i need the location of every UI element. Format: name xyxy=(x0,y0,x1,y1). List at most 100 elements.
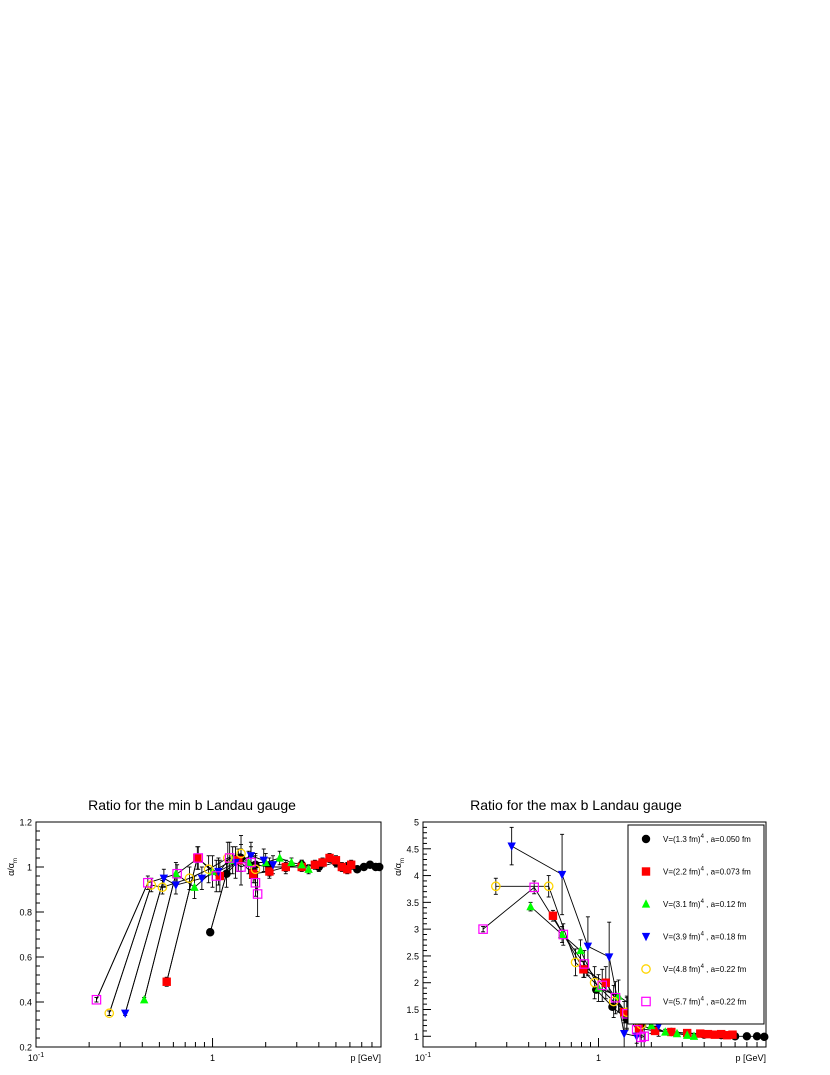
left-chart-title: Ratio for the min b Landau gauge xyxy=(88,797,296,813)
legend-marker-1 xyxy=(641,834,651,844)
left-series-4-point xyxy=(171,881,181,890)
right-series-2-point xyxy=(667,1027,676,1037)
right-series-6-point xyxy=(579,959,590,969)
left-series-5-point xyxy=(146,880,157,890)
right-series-2-point xyxy=(716,1029,726,1039)
right-x-tick-label: 10-1 xyxy=(415,1052,431,1063)
left-series-2-point xyxy=(331,856,341,865)
left-y-tick-label: 1.2 xyxy=(19,818,32,828)
left-series-3-point xyxy=(275,853,284,862)
right-series-2-point xyxy=(728,1030,737,1039)
right-series-4-point xyxy=(557,870,567,880)
left-series-6-point xyxy=(246,857,256,868)
legend-marker-5 xyxy=(641,964,651,974)
right-series-2-point xyxy=(579,965,588,974)
right-series-4-point xyxy=(619,1030,629,1039)
right-series-2-point xyxy=(548,911,558,920)
right-series-6-point xyxy=(610,992,621,1003)
right-y-tick-label: 2.5 xyxy=(406,951,419,961)
right-series-2-point xyxy=(696,1029,705,1038)
left-series-2-point xyxy=(337,862,347,872)
left-series-2-point xyxy=(346,860,356,869)
right-y-tick-label: 5 xyxy=(414,818,419,828)
left-series-3-point xyxy=(297,859,306,869)
left-y-tick-label: 0.8 xyxy=(19,908,32,918)
left-series-6-point xyxy=(193,853,204,863)
legend-box xyxy=(627,824,765,1025)
right-y-tick-label: 4 xyxy=(414,871,419,881)
right-series-6-point xyxy=(478,924,488,934)
left-series-6-point xyxy=(224,853,235,863)
left-x-axis-label: p [GeV] xyxy=(350,1053,381,1063)
right-series-3-point xyxy=(672,1028,682,1038)
right-series-6-point xyxy=(597,980,608,991)
left-series-3-point xyxy=(190,882,199,891)
left-x-tick-label: 1 xyxy=(210,1053,215,1063)
legend-marker-4 xyxy=(641,932,651,942)
right-series-1-point xyxy=(742,1032,752,1041)
right-chart-title: Ratio for the max b Landau gauge xyxy=(470,797,682,813)
left-series-3-point xyxy=(304,864,313,873)
left-series-4-point xyxy=(197,874,207,884)
left-series-2-point xyxy=(281,862,290,872)
left-series-6-point xyxy=(250,877,261,888)
right-series-2-point xyxy=(710,1030,720,1039)
left-series-2-point xyxy=(193,853,202,863)
left-y-tick-label: 0.2 xyxy=(19,1043,32,1053)
right-series-5-point xyxy=(589,977,600,988)
legend-label-6: V=(5.7 fm)4 , a=0.22 fm xyxy=(663,997,747,1007)
right-series-3-point xyxy=(557,929,567,939)
left-y-tick-label: 0.6 xyxy=(19,953,32,963)
legend-marker-2 xyxy=(641,867,651,876)
left-series-5-point xyxy=(203,864,214,875)
left-series-3-point xyxy=(287,857,296,867)
right-series-3-point xyxy=(576,945,585,955)
right-y-tick-label: 4.5 xyxy=(406,844,419,854)
right-series-3-point xyxy=(689,1031,699,1040)
left-series-6-point xyxy=(143,877,153,888)
left-series-6-point xyxy=(236,862,246,872)
left-series-5-point xyxy=(104,1008,115,1019)
left-y-tick-label: 1 xyxy=(27,863,32,873)
left-series-1-point xyxy=(206,928,215,937)
right-y-tick-label: 2 xyxy=(414,978,419,988)
right-series-6-point xyxy=(529,882,539,893)
left-series-2-point xyxy=(325,853,334,863)
legend-label-4: V=(3.9 fm)4 , a=0.18 fm xyxy=(663,932,747,942)
left-series-2-point xyxy=(162,977,171,986)
left-series-6-point xyxy=(91,994,102,1005)
left-series-5-point xyxy=(236,848,246,859)
right-x-axis-label: p [GeV] xyxy=(735,1053,766,1063)
right-series-3-point xyxy=(526,901,535,911)
right-series-2-point xyxy=(722,1031,732,1040)
left-y-axis-label: α/αm xyxy=(6,858,19,876)
right-series-6-point xyxy=(639,1031,649,1042)
left-series-2-point xyxy=(343,865,352,874)
left-series-4-point xyxy=(268,861,278,870)
legend-label-3: V=(3.1 fm)4 , a=0.12 fm xyxy=(663,899,747,909)
right-series-6-point xyxy=(636,1032,646,1043)
left-plot-frame xyxy=(35,821,382,1048)
right-chart-panel: Ratio for the max b Landau gauge 1 1.5 2 2.… xyxy=(393,797,769,1063)
left-series-6-point xyxy=(252,889,263,899)
right-series-2-point xyxy=(650,1026,660,1036)
right-y-tick-label: 3 xyxy=(414,925,419,935)
left-series-5-line xyxy=(108,852,256,1014)
right-series-5-point xyxy=(490,881,501,892)
right-series-3-point xyxy=(682,1030,692,1039)
left-series-6-point xyxy=(172,868,182,879)
right-series-5-point xyxy=(543,881,554,892)
left-series-2-point xyxy=(318,858,327,867)
right-series-3-point xyxy=(647,1020,656,1030)
legend-marker-6 xyxy=(641,996,651,1007)
left-series-2-point xyxy=(249,869,258,878)
legend-label-1: V=(1.3 fm)4 , a=0.050 fm xyxy=(663,834,751,844)
left-y-tick-label: 0.4 xyxy=(19,998,32,1008)
right-series-2-point xyxy=(619,1007,629,1017)
left-series-4-point xyxy=(259,856,268,866)
left-series-3-point xyxy=(139,994,149,1004)
left-series-6-point xyxy=(211,871,222,881)
right-y-tick-label: 1 xyxy=(414,1032,419,1042)
right-series-4-point xyxy=(604,953,614,962)
